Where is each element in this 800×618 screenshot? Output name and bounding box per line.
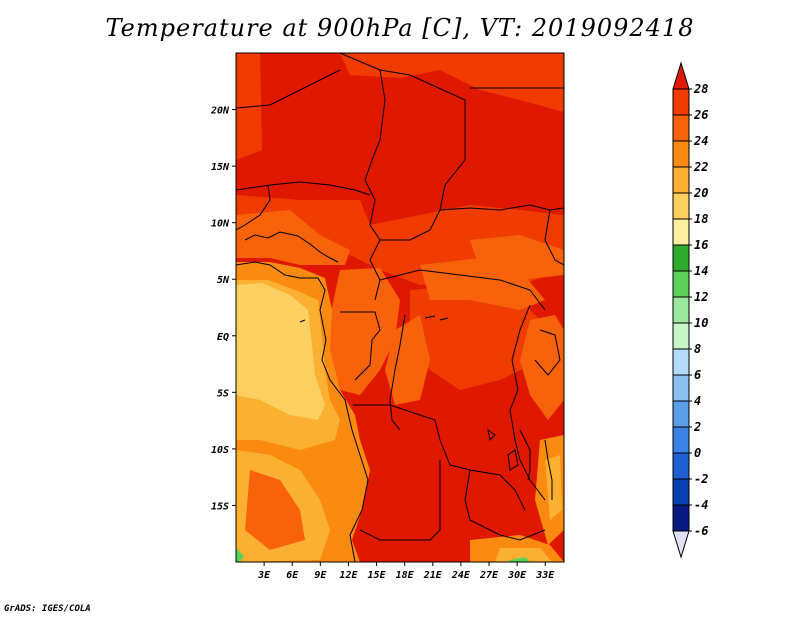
lon-tick-label: 12E	[339, 570, 358, 581]
lon-tick-label: 18E	[396, 570, 415, 581]
lon-tick-label: 9E	[314, 570, 327, 581]
longitude-axis: 3E 6E 9E 12E 15E 18E 21E 24E 27E 30E 33E	[257, 562, 555, 581]
lat-tick-label: 20N	[210, 106, 230, 117]
latitude-axis: 20N 15N 10N 5N EQ 5S 10S 15S	[210, 106, 236, 512]
colorbar-segment	[672, 426, 690, 454]
colorbar-label: 28	[693, 82, 708, 96]
lon-tick-label: 6E	[286, 570, 299, 581]
colorbar-segment	[672, 400, 690, 428]
lat-tick-label: EQ	[217, 332, 229, 343]
colorbar-label: 16	[694, 238, 708, 252]
colorbar-label: -4	[694, 498, 708, 512]
lon-tick-label: 30E	[507, 570, 527, 581]
colorbar-segment	[672, 244, 690, 272]
lat-tick-label: 5N	[217, 275, 230, 286]
colorbar-segment	[672, 88, 690, 116]
colorbar-segment	[672, 322, 690, 350]
colorbar-label: 0	[694, 446, 701, 460]
colorbar-segment	[672, 478, 690, 506]
colorbar-segment	[672, 166, 690, 194]
colorbar-label: 20	[693, 186, 708, 200]
lon-tick-label: 27E	[479, 570, 499, 581]
lon-tick-label: 21E	[423, 570, 443, 581]
colorbar-segment	[672, 374, 690, 402]
lat-tick-label: 10N	[211, 219, 230, 230]
colorbar-label: 12	[694, 290, 708, 304]
colorbar-label: 18	[694, 212, 708, 226]
lat-tick-label: 15N	[211, 162, 230, 173]
map-title: Temperature at 900hPa [C], VT: 201909241…	[105, 14, 695, 42]
colorbar-label: 14	[694, 264, 708, 278]
lon-tick-label: 33E	[535, 570, 555, 581]
colorbar-label: -2	[694, 472, 708, 486]
colorbar-label: 8	[694, 342, 701, 356]
country-borders	[236, 53, 564, 562]
colorbar-segment	[672, 504, 690, 532]
colorbar-label: 6	[694, 368, 701, 382]
lon-tick-label: 15E	[368, 570, 387, 581]
colorbar-segment	[672, 218, 690, 246]
colorbar-bottom-arrow	[672, 530, 690, 559]
colorbar-segment	[672, 270, 690, 298]
lat-tick-label: 5S	[217, 388, 229, 399]
colorbar-label: 26	[693, 108, 708, 122]
colorbar-segment	[672, 348, 690, 376]
temperature-field	[236, 53, 564, 562]
lon-tick-label: 24E	[451, 570, 471, 581]
colorbar-label: -6	[694, 524, 708, 538]
colorbar-segment	[672, 114, 690, 142]
colorbar-label: 4	[694, 394, 701, 408]
map-figure: 20N 15N 10N 5N EQ 5S 10S 15S 3E 6E 9E 12E 15E 18E 21E…	[210, 52, 708, 581]
map-frame	[235, 52, 565, 563]
colorbar-segment	[672, 296, 690, 324]
colorbar-label: 24	[693, 134, 708, 148]
lat-tick-label: 15S	[211, 501, 229, 512]
colorbar-segment	[672, 192, 690, 220]
colorbar-segment	[672, 452, 690, 480]
lon-tick-label: 3E	[257, 570, 271, 581]
colorbar-label: 10	[694, 316, 708, 330]
colorbar-label: 22	[693, 160, 708, 174]
lat-tick-label: 10S	[211, 445, 229, 456]
colorbar-segment	[672, 140, 690, 168]
credit-text: GrADS: IGES/COLA	[4, 604, 91, 614]
colorbar-top-arrow	[672, 61, 690, 90]
colorbar-label: 2	[693, 420, 701, 434]
